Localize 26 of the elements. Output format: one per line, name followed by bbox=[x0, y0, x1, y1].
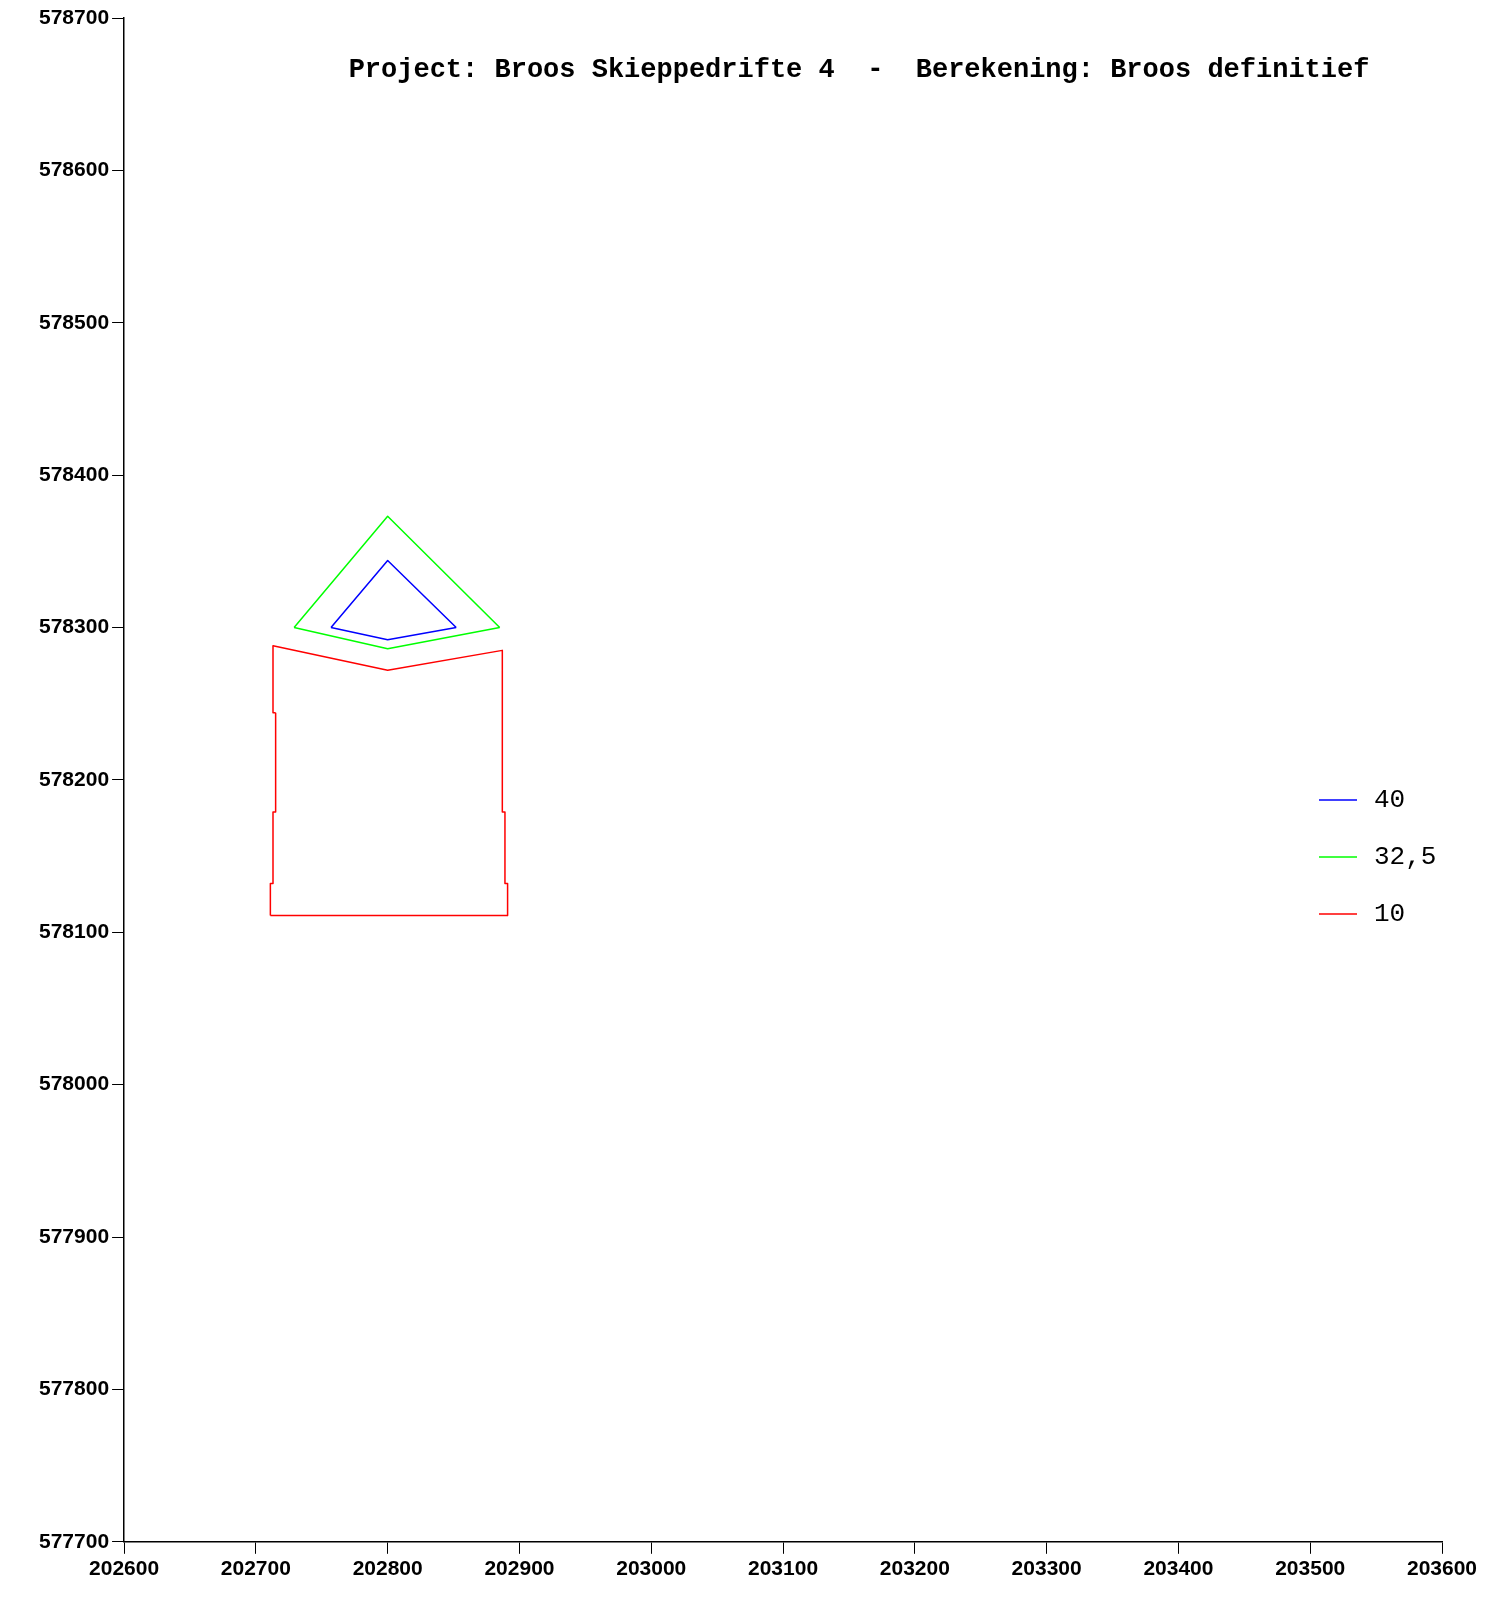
legend-label: 32,5 bbox=[1374, 841, 1437, 872]
x-tick-label: 203200 bbox=[879, 1556, 950, 1580]
x-tick-label: 203300 bbox=[1011, 1556, 1082, 1580]
x-tick-label: 202900 bbox=[484, 1556, 555, 1580]
y-tick-label: 578200 bbox=[39, 766, 110, 790]
y-tick-label: 578000 bbox=[39, 1071, 110, 1095]
x-tick-label: 202700 bbox=[220, 1556, 291, 1580]
x-tick-label: 203000 bbox=[616, 1556, 687, 1580]
x-tick-label: 203400 bbox=[1143, 1556, 1214, 1580]
y-tick-label: 578100 bbox=[39, 919, 110, 943]
x-tick-label: 203600 bbox=[1406, 1556, 1478, 1580]
y-tick-label: 578300 bbox=[39, 614, 110, 638]
y-tick-label: 578400 bbox=[39, 461, 110, 485]
x-tick-label: 202800 bbox=[352, 1556, 423, 1580]
x-tick-label: 202600 bbox=[89, 1556, 160, 1580]
y-tick-label: 578600 bbox=[39, 157, 110, 181]
y-tick-label: 577800 bbox=[39, 1376, 110, 1400]
legend-label: 40 bbox=[1374, 784, 1406, 815]
text: Project: Broos Skieppedrifte 4 - Berekening: Broos definitief bbox=[348, 54, 1370, 85]
y-tick-label: 578700 bbox=[39, 4, 110, 28]
x-tick-label: 203500 bbox=[1275, 1556, 1346, 1580]
y-tick-label: 578500 bbox=[39, 309, 110, 333]
y-tick-label: 577700 bbox=[39, 1528, 110, 1552]
y-tick-label: 577900 bbox=[39, 1223, 110, 1247]
x-tick-label: 203100 bbox=[748, 1556, 819, 1580]
legend-label: 10 bbox=[1374, 898, 1406, 929]
